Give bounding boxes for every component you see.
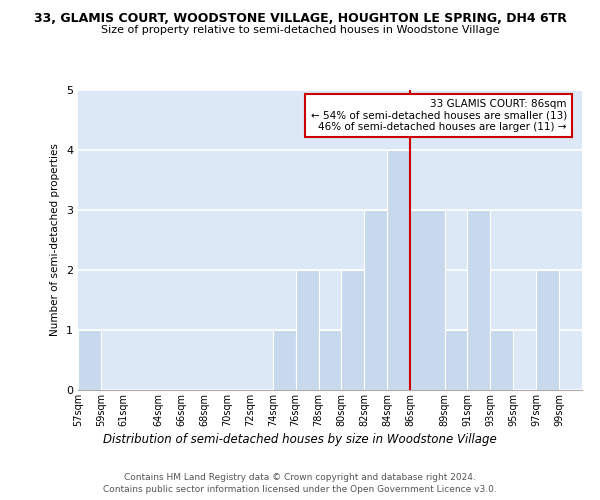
Y-axis label: Number of semi-detached properties: Number of semi-detached properties xyxy=(50,144,61,336)
Bar xyxy=(490,330,513,390)
Bar xyxy=(341,270,364,390)
Bar xyxy=(467,210,490,390)
Bar xyxy=(536,270,559,390)
Text: Contains public sector information licensed under the Open Government Licence v3: Contains public sector information licen… xyxy=(103,485,497,494)
Bar xyxy=(319,330,341,390)
Bar xyxy=(273,330,296,390)
Bar xyxy=(445,330,467,390)
Bar xyxy=(410,210,445,390)
Bar xyxy=(364,210,387,390)
Text: Contains HM Land Registry data © Crown copyright and database right 2024.: Contains HM Land Registry data © Crown c… xyxy=(124,472,476,482)
Text: Size of property relative to semi-detached houses in Woodstone Village: Size of property relative to semi-detach… xyxy=(101,25,499,35)
Text: 33, GLAMIS COURT, WOODSTONE VILLAGE, HOUGHTON LE SPRING, DH4 6TR: 33, GLAMIS COURT, WOODSTONE VILLAGE, HOU… xyxy=(34,12,566,26)
Bar xyxy=(78,330,101,390)
Bar xyxy=(387,150,410,390)
Bar xyxy=(296,270,319,390)
Text: Distribution of semi-detached houses by size in Woodstone Village: Distribution of semi-detached houses by … xyxy=(103,432,497,446)
Text: 33 GLAMIS COURT: 86sqm
← 54% of semi-detached houses are smaller (13)
46% of sem: 33 GLAMIS COURT: 86sqm ← 54% of semi-det… xyxy=(311,99,567,132)
